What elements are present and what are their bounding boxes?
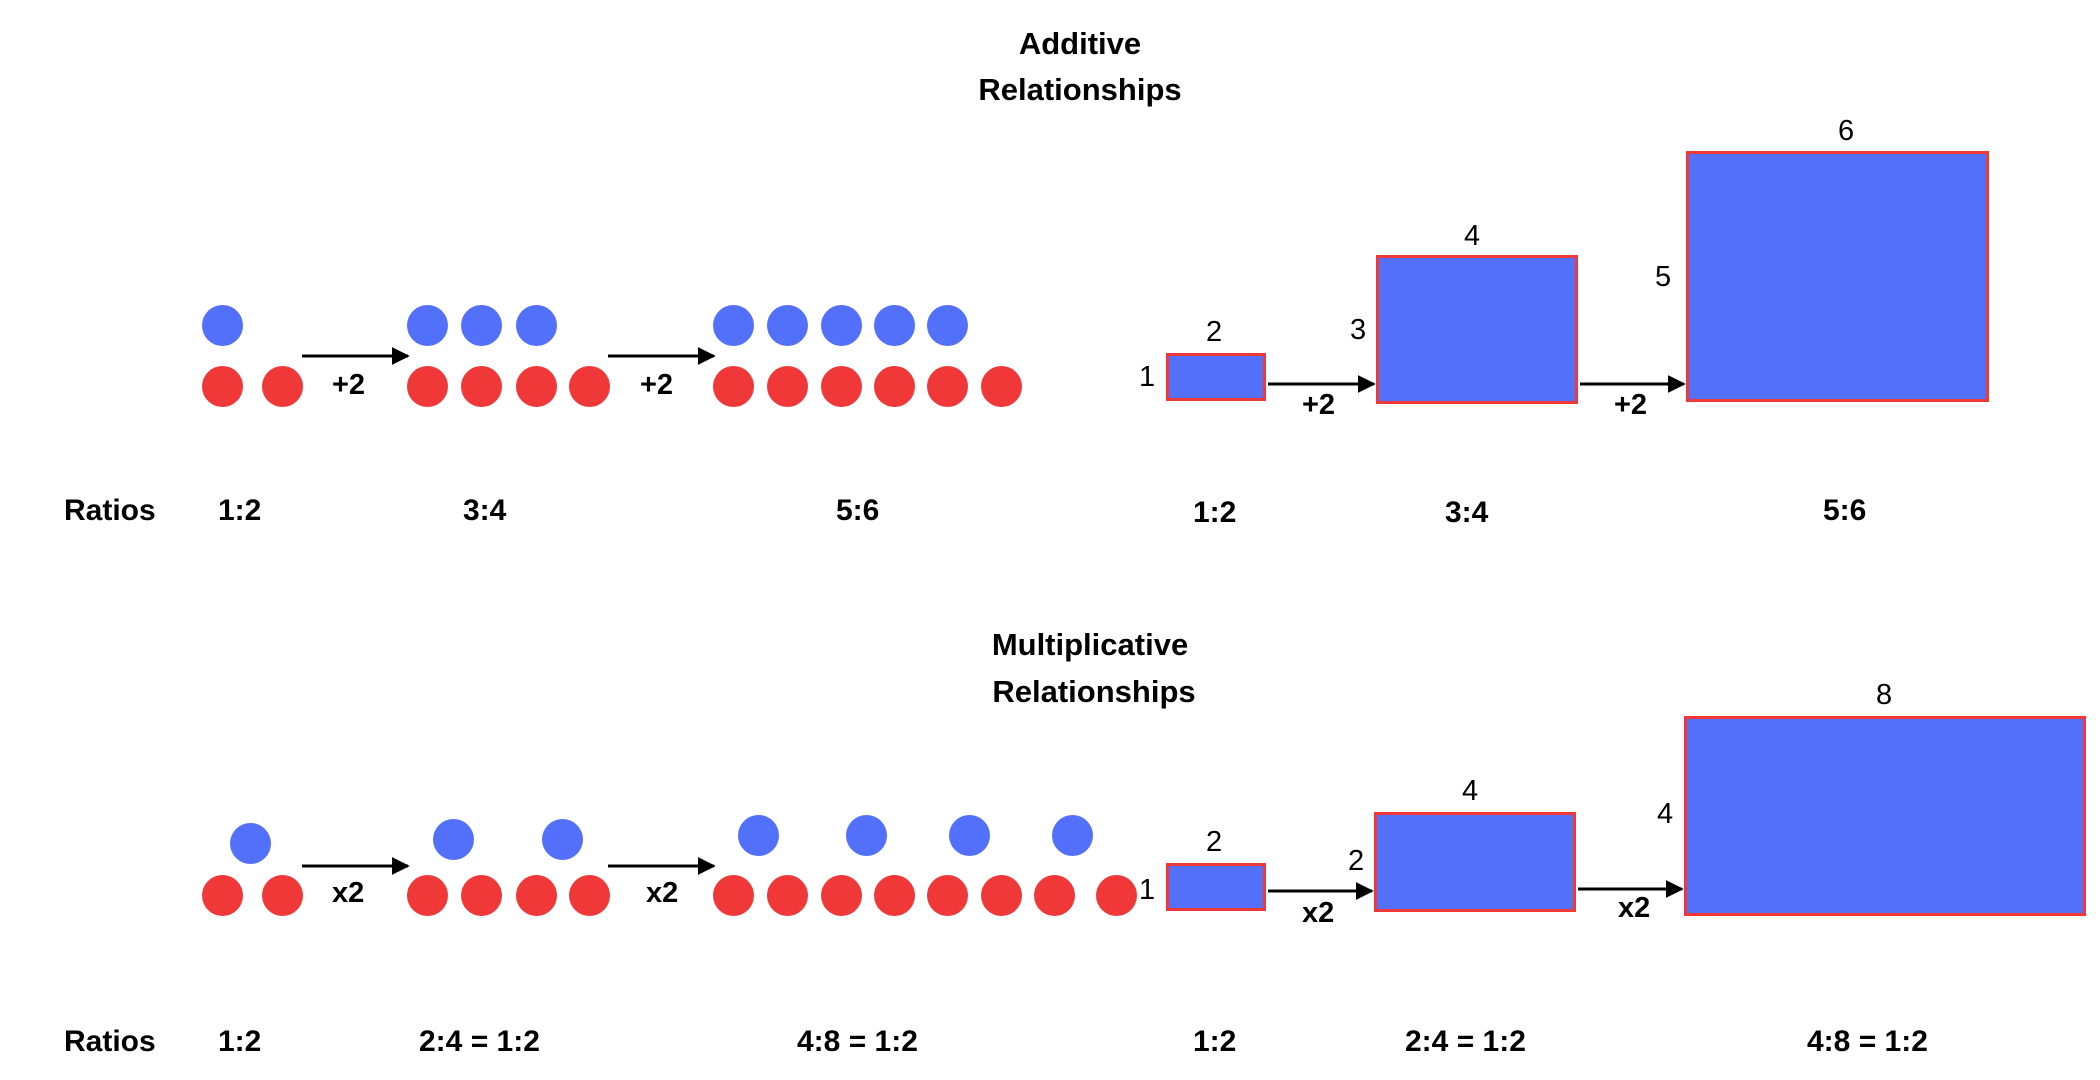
multiplicative-dot-ratio-1: 1:2	[218, 1025, 262, 1058]
additive-stage-2-top-dot	[515, 304, 557, 346]
multiplicative-rect-1-width-label: 2	[1206, 826, 1223, 858]
additive-rect-2	[1376, 255, 1578, 404]
additive-rect-ratio-1: 1:2	[1193, 496, 1237, 529]
additive-title-line2: Relationships	[978, 72, 1182, 107]
additive-rect-1	[1166, 353, 1266, 401]
additive-stage-2-bottom-dot	[568, 365, 610, 407]
additive-stage-3-top-dot	[766, 304, 808, 346]
additive-stage-2-bottom-dot	[406, 365, 448, 407]
additive-rect-operator-2: +2	[1614, 389, 1648, 421]
additive-stage-3-bottom-dot	[712, 365, 754, 407]
multiplicative-rect-ratio-1: 1:2	[1193, 1025, 1237, 1058]
additive-rect-2-height-label: 3	[1350, 314, 1367, 346]
multiplicative-dot-ratio-3: 4:8 = 1:2	[797, 1025, 918, 1058]
multiplicative-title-line2: Relationships	[992, 674, 1196, 709]
multiplicative-stage-2-top-dot	[432, 818, 474, 860]
additive-rect-1-width-label: 2	[1206, 316, 1223, 348]
multiplicative-title-line1: Multiplicative	[991, 627, 1189, 662]
multiplicative-stage-3-bottom-dot	[766, 874, 808, 916]
additive-stage-3-bottom-dot	[980, 365, 1022, 407]
multiplicative-stage-2-bottom-dot	[406, 874, 448, 916]
multiplicative-stage-3-bottom-dot	[712, 874, 754, 916]
additive-dot-ratio-3: 5:6	[836, 494, 880, 527]
multiplicative-stage-2-bottom-dot	[460, 874, 502, 916]
multiplicative-rect-operator-2: x2	[1618, 892, 1651, 924]
multiplicative-rect-2-width-label: 4	[1462, 775, 1479, 807]
multiplicative-stage-2-bottom-dot	[568, 874, 610, 916]
multiplicative-dot-operator-2: x2	[646, 877, 679, 909]
multiplicative-row-label: Ratios	[64, 1025, 156, 1058]
multiplicative-dot-operator-1: x2	[332, 877, 365, 909]
additive-dot-operator-1: +2	[332, 369, 366, 401]
multiplicative-rect-3-height-label: 4	[1657, 798, 1674, 830]
additive-row-label: Ratios	[64, 494, 156, 527]
multiplicative-stage-3-bottom-dot	[926, 874, 968, 916]
multiplicative-rect-2	[1374, 812, 1576, 912]
multiplicative-stage-2-bottom-dot	[515, 874, 557, 916]
multiplicative-rect-3	[1684, 716, 2086, 916]
additive-stage-3-bottom-dot	[873, 365, 915, 407]
additive-stage-1-top-dot	[201, 304, 243, 346]
multiplicative-rect-1	[1166, 863, 1266, 911]
additive-stage-3-top-dot	[926, 304, 968, 346]
additive-stage-3-top-dot	[873, 304, 915, 346]
additive-stage-2-top-dot	[460, 304, 502, 346]
multiplicative-rect-ratio-2: 2:4 = 1:2	[1405, 1025, 1526, 1058]
additive-stage-3-top-dot	[820, 304, 862, 346]
multiplicative-rect-ratio-3: 4:8 = 1:2	[1807, 1025, 1928, 1058]
multiplicative-stage-3-top-dot	[948, 814, 990, 856]
additive-rect-ratio-3: 5:6	[1823, 494, 1867, 527]
additive-dot-operator-2: +2	[640, 369, 674, 401]
additive-rect-3-width-label: 6	[1838, 115, 1855, 147]
multiplicative-rect-operator-1: x2	[1302, 897, 1335, 929]
additive-stage-3-bottom-dot	[820, 365, 862, 407]
multiplicative-rect-3-width-label: 8	[1876, 679, 1893, 711]
additive-rect-operator-1: +2	[1302, 389, 1336, 421]
additive-rect-1-height-label: 1	[1139, 361, 1156, 393]
multiplicative-stage-1-bottom-dot	[201, 874, 243, 916]
additive-stage-2-top-dot	[406, 304, 448, 346]
additive-rect-3-height-label: 5	[1655, 261, 1672, 293]
multiplicative-stage-1-top-dot	[229, 822, 271, 864]
additive-rect-2-width-label: 4	[1464, 220, 1481, 252]
additive-rect-3	[1686, 151, 1989, 402]
multiplicative-stage-3-top-dot	[737, 814, 779, 856]
additive-stage-2-bottom-dot	[460, 365, 502, 407]
additive-stage-3-bottom-dot	[766, 365, 808, 407]
multiplicative-stage-3-bottom-dot	[1095, 874, 1137, 916]
additive-stage-2-bottom-dot	[515, 365, 557, 407]
multiplicative-stage-3-bottom-dot	[1033, 874, 1075, 916]
multiplicative-stage-3-top-dot	[1051, 814, 1093, 856]
additive-dot-ratio-2: 3:4	[463, 494, 507, 527]
multiplicative-stage-3-top-dot	[845, 814, 887, 856]
additive-rect-ratio-2: 3:4	[1445, 496, 1489, 529]
multiplicative-rect-2-height-label: 2	[1348, 845, 1365, 877]
multiplicative-stage-3-bottom-dot	[980, 874, 1022, 916]
multiplicative-dot-ratio-2: 2:4 = 1:2	[419, 1025, 540, 1058]
additive-stage-3-bottom-dot	[926, 365, 968, 407]
additive-title-line1: Additive	[1018, 26, 1142, 61]
additive-stage-1-bottom-dot	[201, 365, 243, 407]
additive-dot-ratio-1: 1:2	[218, 494, 262, 527]
multiplicative-rect-1-height-label: 1	[1139, 874, 1156, 906]
multiplicative-stage-3-bottom-dot	[873, 874, 915, 916]
additive-stage-3-top-dot	[712, 304, 754, 346]
multiplicative-stage-1-bottom-dot	[261, 874, 303, 916]
multiplicative-stage-2-top-dot	[541, 818, 583, 860]
multiplicative-stage-3-bottom-dot	[820, 874, 862, 916]
additive-stage-1-bottom-dot	[261, 365, 303, 407]
